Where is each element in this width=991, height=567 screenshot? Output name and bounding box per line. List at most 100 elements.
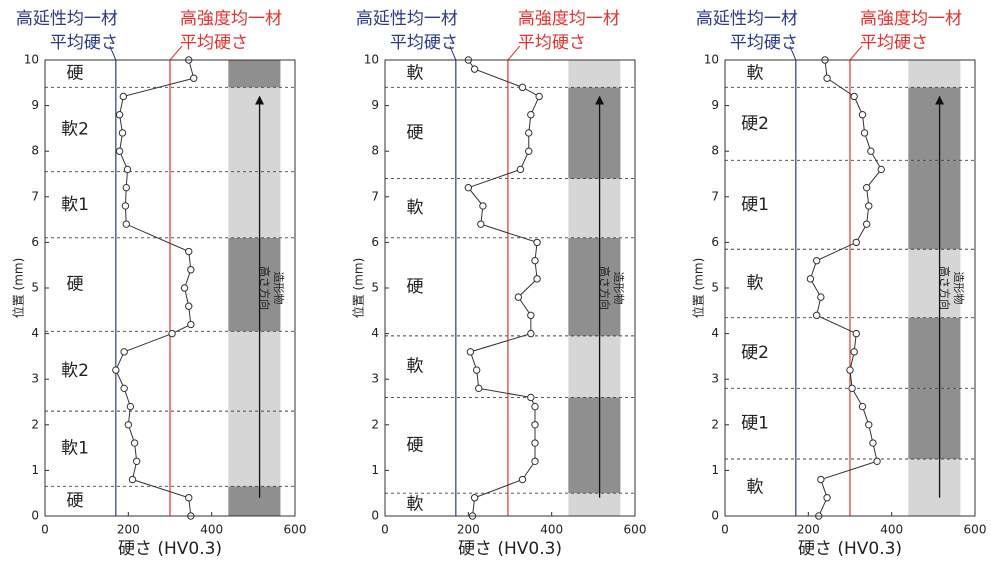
data-point [528, 312, 534, 318]
y-tick-label: 2 [371, 417, 379, 431]
y-axis-label: 位置 (mm) [11, 258, 26, 319]
micrograph-band [228, 486, 280, 516]
y-tick-label: 4 [711, 326, 719, 340]
data-point [863, 221, 869, 227]
reference-leader [170, 46, 182, 60]
micrograph-band [908, 60, 960, 87]
y-tick-label: 0 [711, 509, 719, 523]
data-point [119, 130, 125, 136]
y-tick-label: 0 [371, 509, 379, 523]
y-tick-label: 3 [31, 372, 39, 386]
data-point [125, 422, 131, 428]
micrograph-band [568, 60, 620, 87]
image-annotation-text: 造形物 [272, 272, 286, 305]
data-point [847, 367, 853, 373]
data-point [471, 66, 477, 72]
y-tick-label: 1 [711, 463, 719, 477]
region-label: 硬2 [741, 114, 769, 134]
data-point [123, 221, 129, 227]
data-point [532, 458, 538, 464]
region-label: 軟 [407, 495, 424, 515]
data-point [534, 276, 540, 282]
data-point [186, 495, 192, 501]
data-point [874, 458, 880, 464]
data-point [851, 349, 857, 355]
region-label: 軟2 [61, 120, 89, 140]
reference-label: 平均硬さ [390, 33, 458, 53]
x-tick-label: 0 [381, 523, 389, 537]
region-label: 硬 [407, 277, 424, 297]
data-point [532, 422, 538, 428]
reference-label: 平均硬さ [180, 33, 248, 53]
data-point [186, 248, 192, 254]
data-point [528, 394, 534, 400]
reference-leader [508, 46, 520, 60]
data-point [515, 294, 521, 300]
x-tick-label: 0 [721, 523, 729, 537]
micrograph-band [908, 318, 960, 389]
data-point [122, 203, 128, 209]
data-point [127, 403, 133, 409]
micrograph-band [228, 87, 280, 171]
data-point [859, 112, 865, 118]
y-tick-label: 5 [711, 281, 719, 295]
y-tick-label: 9 [371, 98, 379, 112]
data-point [478, 221, 484, 227]
data-point [116, 148, 122, 154]
figure: 造形物高さ方向硬軟1軟2硬軟1軟2硬高延性均一材平均硬さ高強度均一材平均硬さ01… [0, 0, 991, 567]
image-annotation-text: 高さ方向 [598, 266, 612, 310]
data-point [526, 130, 532, 136]
data-point [868, 148, 874, 154]
data-point [536, 93, 542, 99]
data-point [528, 330, 534, 336]
image-annotation-text: 造形物 [952, 272, 966, 305]
data-point [807, 276, 813, 282]
data-point [181, 285, 187, 291]
data-point [849, 385, 855, 391]
reference-label: 平均硬さ [50, 33, 118, 53]
y-tick-label: 6 [711, 235, 719, 249]
data-point [471, 495, 477, 501]
y-tick-label: 4 [31, 326, 39, 340]
data-point [133, 458, 139, 464]
y-tick-label: 7 [31, 189, 39, 203]
x-tick-label: 400 [880, 523, 903, 537]
x-tick-label: 200 [457, 523, 480, 537]
x-tick-label: 200 [117, 523, 140, 537]
region-label: 硬 [67, 275, 84, 295]
y-tick-label: 3 [371, 372, 379, 386]
reference-label: 高延性均一材 [16, 9, 118, 29]
x-axis-label: 硬さ (HV0.3) [118, 539, 222, 559]
y-tick-label: 5 [31, 281, 39, 295]
region-label: 軟1 [61, 439, 89, 459]
data-point [853, 330, 859, 336]
micrograph-band [228, 331, 280, 411]
data-point [476, 385, 482, 391]
data-point [121, 349, 127, 355]
data-point [188, 321, 194, 327]
reference-label: 高延性均一材 [696, 9, 798, 29]
y-tick-label: 5 [371, 281, 379, 295]
micrograph-band [228, 60, 280, 87]
y-tick-label: 2 [31, 417, 39, 431]
y-tick-label: 9 [31, 98, 39, 112]
data-point [824, 495, 830, 501]
y-tick-label: 3 [711, 372, 719, 386]
micrograph-band [908, 87, 960, 160]
data-point [851, 93, 857, 99]
y-axis-label: 位置 (mm) [691, 258, 706, 319]
reference-label: 高強度均一材 [860, 9, 962, 29]
y-tick-label: 8 [31, 144, 39, 158]
y-tick-label: 7 [711, 189, 719, 203]
data-point [818, 294, 824, 300]
region-label: 硬 [67, 64, 84, 84]
micrograph-band [568, 179, 620, 238]
y-tick-label: 8 [371, 144, 379, 158]
data-point [824, 75, 830, 81]
data-point [866, 422, 872, 428]
data-point [465, 184, 471, 190]
data-point [131, 440, 137, 446]
reference-label: 高延性均一材 [356, 9, 458, 29]
y-tick-label: 10 [364, 53, 379, 67]
image-annotation-text: 高さ方向 [938, 266, 952, 310]
